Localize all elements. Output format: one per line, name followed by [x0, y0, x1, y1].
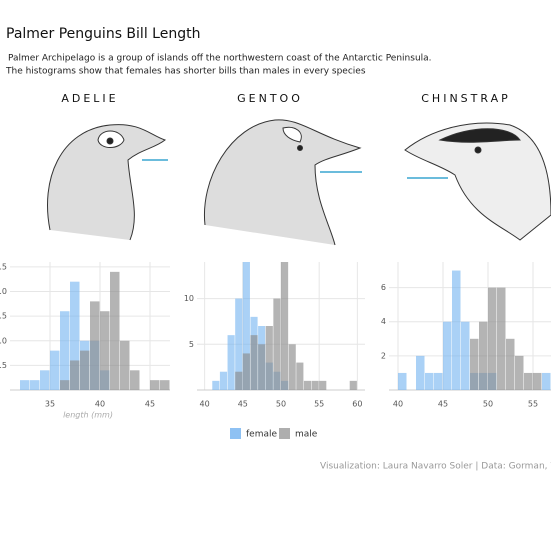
chart-title: CHINSTRAP: [421, 92, 510, 105]
legend-label: male: [295, 430, 318, 440]
histogram-bar: [110, 272, 120, 390]
x-tick-label: 50: [276, 400, 286, 409]
chart-title: ADELIE: [61, 92, 118, 105]
y-tick-label: 4: [381, 317, 386, 326]
x-tick-label: 55: [528, 400, 538, 409]
histogram-bar: [434, 373, 443, 390]
histogram-bar: [479, 322, 488, 390]
x-tick-label: 55: [314, 400, 324, 409]
histogram-bar: [461, 322, 470, 390]
x-tick-label: 45: [145, 400, 155, 409]
y-tick-label: 6: [381, 283, 386, 292]
y-tick-label: 10.0: [0, 287, 7, 296]
histogram-bar: [212, 381, 219, 390]
histogram-bar: [289, 344, 296, 390]
legend-swatch: [279, 428, 290, 439]
histogram-bar: [319, 381, 326, 390]
histogram-bar: [266, 326, 273, 390]
histogram-bar: [243, 353, 250, 390]
histogram-bar: [80, 351, 90, 390]
histogram-bar: [130, 370, 140, 390]
credit: Visualization: Laura Navarro Soler | Dat…: [320, 462, 551, 472]
histogram-bar: [416, 356, 425, 390]
histogram-bar: [228, 335, 235, 390]
histogram-bar: [304, 381, 311, 390]
histogram-bar: [30, 380, 40, 390]
histogram-bar: [506, 339, 515, 390]
histogram-bar: [398, 373, 407, 390]
histogram-bar: [312, 381, 319, 390]
x-tick-label: 40: [393, 400, 403, 409]
x-tick-label: 45: [238, 400, 248, 409]
y-tick-label: 2: [381, 351, 386, 360]
histogram-bar: [250, 335, 257, 390]
x-tick-label: 50: [483, 400, 493, 409]
y-tick-label: 2.5: [0, 361, 7, 370]
x-tick-label: 60: [352, 400, 362, 409]
histogram-bar: [542, 373, 551, 390]
legend-swatch: [230, 428, 241, 439]
histogram-bar: [524, 373, 533, 390]
histogram-bar: [258, 344, 265, 390]
histogram-bar: [452, 271, 461, 390]
histogram-bar: [150, 380, 160, 390]
histogram-bar: [443, 322, 452, 390]
x-tick-label: 45: [438, 400, 448, 409]
histogram-bar: [470, 339, 479, 390]
chart-title: GENTOO: [237, 92, 303, 105]
histogram-bar: [100, 311, 110, 390]
histogram-bar: [70, 360, 80, 390]
histogram-bar: [60, 311, 70, 390]
y-tick-label: 12.5: [0, 262, 7, 271]
x-tick-label: 40: [200, 400, 210, 409]
y-tick-label: 7.5: [0, 312, 7, 321]
y-tick-label: 10: [184, 294, 194, 303]
histogram-bar: [350, 381, 357, 390]
page-title: Palmer Penguins Bill Length: [6, 26, 200, 42]
histogram-bar: [533, 373, 542, 390]
histogram-bar: [515, 356, 524, 390]
histogram-bar: [488, 288, 497, 390]
legend-label: female: [246, 430, 277, 440]
histogram-bar: [281, 262, 288, 390]
histogram-bar: [40, 370, 50, 390]
histogram-bar: [90, 301, 100, 390]
histogram-bar: [160, 380, 170, 390]
y-tick-label: 5: [189, 340, 194, 349]
histogram-bar: [20, 380, 30, 390]
x-tick-label: 40: [95, 400, 105, 409]
subtitle: The histograms show that females has sho…: [5, 67, 366, 77]
histogram-bar: [60, 380, 70, 390]
histogram-bar: [220, 372, 227, 390]
histogram-bar: [425, 373, 434, 390]
histogram-bar: [296, 363, 303, 390]
y-tick-label: 5.0: [0, 336, 7, 345]
histogram-bar: [120, 341, 130, 390]
histogram-bar: [235, 372, 242, 390]
x-tick-label: 35: [45, 400, 55, 409]
subtitle: Palmer Archipelago is a group of islands…: [8, 54, 432, 64]
illustrations: [48, 120, 551, 245]
histogram-bar: [50, 351, 60, 390]
histogram-bar: [497, 288, 506, 390]
x-axis-label: length (mm): [63, 411, 113, 420]
histogram-bar: [273, 299, 280, 390]
